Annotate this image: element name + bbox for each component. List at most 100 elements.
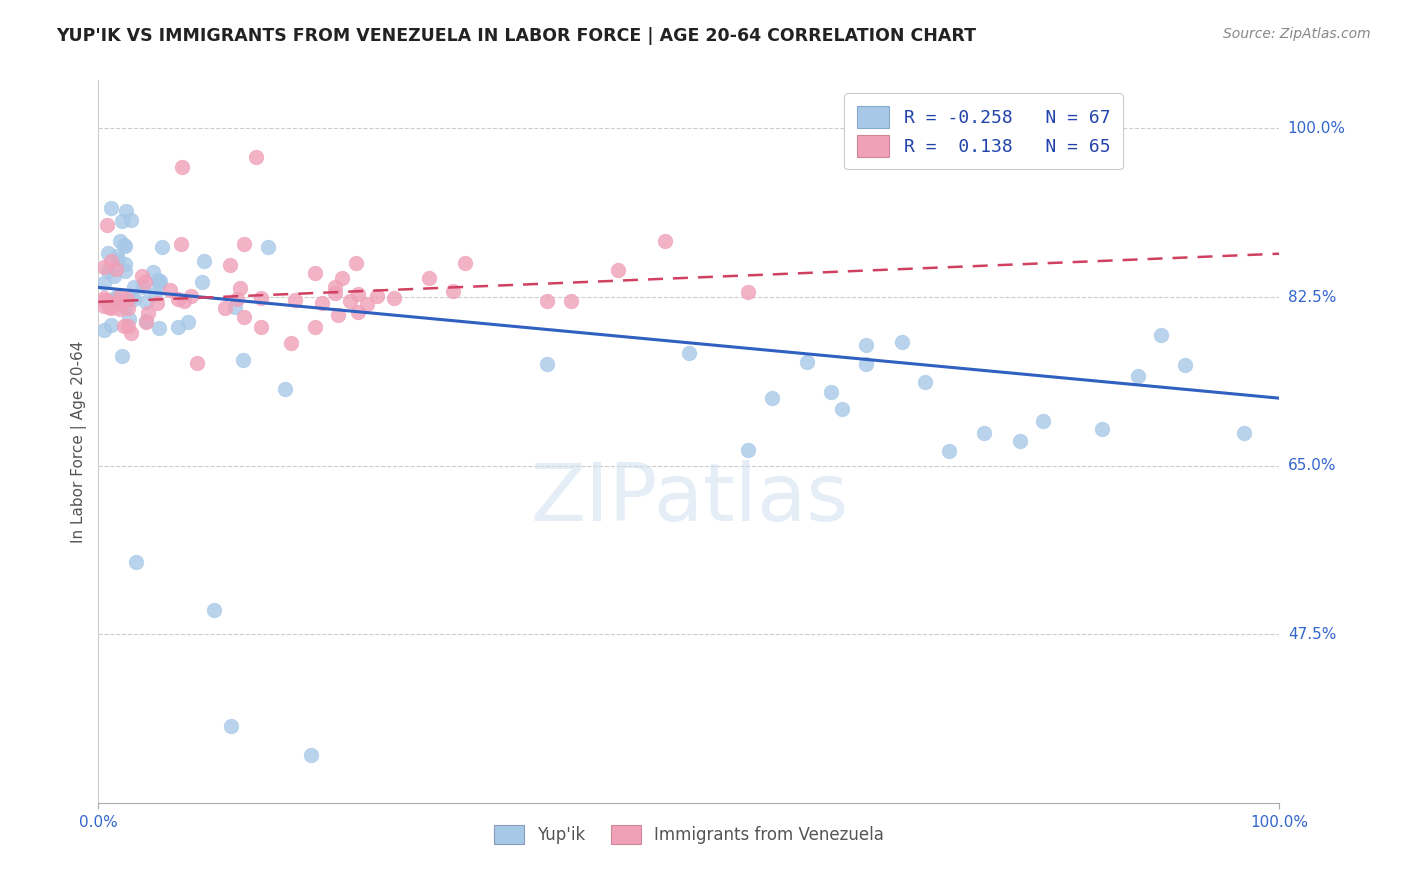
Point — [1233, 425, 1256, 440]
Point — [148, 321, 170, 335]
Point — [226, 292, 249, 306]
Point — [311, 295, 333, 310]
Point — [148, 277, 170, 291]
Point — [93, 276, 115, 290]
Point — [193, 254, 215, 268]
Point — [150, 240, 173, 254]
Point — [1174, 358, 1197, 372]
Point — [536, 357, 558, 371]
Point — [344, 256, 367, 270]
Point — [257, 240, 280, 254]
Point — [250, 320, 273, 334]
Point — [214, 301, 236, 315]
Point — [145, 296, 167, 310]
Point — [100, 318, 122, 332]
Point — [136, 306, 159, 320]
Point — [1150, 327, 1173, 342]
Text: 65.0%: 65.0% — [1288, 458, 1336, 473]
Text: 47.5%: 47.5% — [1288, 627, 1336, 641]
Point — [304, 266, 326, 280]
Point — [232, 310, 254, 324]
Point — [97, 246, 120, 260]
Point — [323, 280, 346, 294]
Point — [120, 213, 142, 227]
Point — [120, 326, 142, 341]
Point — [304, 320, 326, 334]
Point — [890, 334, 912, 349]
Point — [93, 299, 115, 313]
Point — [280, 336, 302, 351]
Point — [111, 214, 134, 228]
Point — [855, 358, 877, 372]
Point — [274, 382, 297, 396]
Point — [132, 280, 155, 294]
Point — [218, 258, 240, 272]
Point — [98, 301, 121, 315]
Point — [224, 300, 246, 314]
Point — [107, 294, 129, 309]
Point — [107, 253, 129, 268]
Point — [855, 338, 877, 352]
Point — [100, 301, 122, 316]
Point — [93, 260, 115, 274]
Point — [654, 235, 676, 249]
Point — [111, 349, 134, 363]
Point — [441, 285, 464, 299]
Point — [453, 256, 475, 270]
Point — [105, 261, 128, 276]
Point — [1091, 422, 1114, 436]
Point — [177, 315, 200, 329]
Point — [134, 276, 156, 290]
Point — [607, 263, 630, 277]
Point — [108, 289, 131, 303]
Point — [1126, 369, 1149, 384]
Point — [366, 288, 388, 302]
Point — [149, 274, 172, 288]
Point — [159, 284, 181, 298]
Point — [118, 312, 141, 326]
Point — [112, 318, 135, 333]
Text: 82.5%: 82.5% — [1288, 290, 1336, 304]
Point — [135, 315, 157, 329]
Point — [148, 273, 170, 287]
Point — [299, 747, 322, 762]
Point — [170, 237, 193, 252]
Point — [536, 294, 558, 309]
Point — [143, 286, 166, 301]
Point — [114, 300, 136, 314]
Point — [96, 263, 118, 277]
Text: ZIPatlas: ZIPatlas — [530, 460, 848, 539]
Point — [229, 281, 252, 295]
Point — [323, 286, 346, 301]
Point — [142, 265, 165, 279]
Point — [125, 555, 148, 569]
Point — [831, 402, 853, 417]
Point — [173, 293, 195, 308]
Point — [117, 301, 139, 316]
Point — [191, 276, 214, 290]
Point — [134, 295, 156, 310]
Point — [1008, 434, 1031, 448]
Point — [328, 309, 350, 323]
Text: 100.0%: 100.0% — [1288, 121, 1346, 136]
Legend: Yup'ik, Immigrants from Venezuela: Yup'ik, Immigrants from Venezuela — [485, 816, 893, 852]
Point — [737, 285, 759, 299]
Point — [96, 218, 118, 232]
Point — [105, 249, 128, 263]
Point — [202, 603, 225, 617]
Point — [820, 384, 842, 399]
Point — [761, 391, 783, 405]
Point — [115, 292, 138, 306]
Point — [114, 263, 136, 277]
Point — [796, 355, 818, 369]
Point — [973, 426, 995, 441]
Point — [382, 291, 405, 305]
Point — [347, 305, 370, 319]
Point — [112, 238, 135, 252]
Point — [93, 323, 115, 337]
Point — [114, 239, 136, 253]
Point — [122, 293, 145, 307]
Point — [245, 150, 267, 164]
Point — [120, 290, 142, 304]
Point — [114, 257, 136, 271]
